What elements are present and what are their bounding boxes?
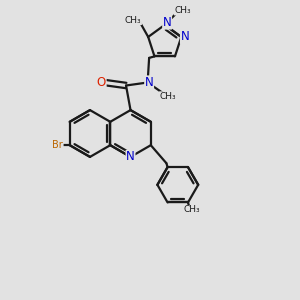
Text: O: O (97, 76, 106, 89)
Text: CH₃: CH₃ (174, 6, 191, 15)
Text: N: N (181, 30, 189, 44)
Text: CH₃: CH₃ (159, 92, 176, 101)
Text: Br: Br (52, 140, 63, 150)
Text: CH₃: CH₃ (125, 16, 142, 25)
Text: CH₃: CH₃ (183, 206, 200, 214)
Text: N: N (126, 150, 135, 164)
Text: N: N (163, 16, 172, 29)
Text: N: N (145, 76, 154, 89)
